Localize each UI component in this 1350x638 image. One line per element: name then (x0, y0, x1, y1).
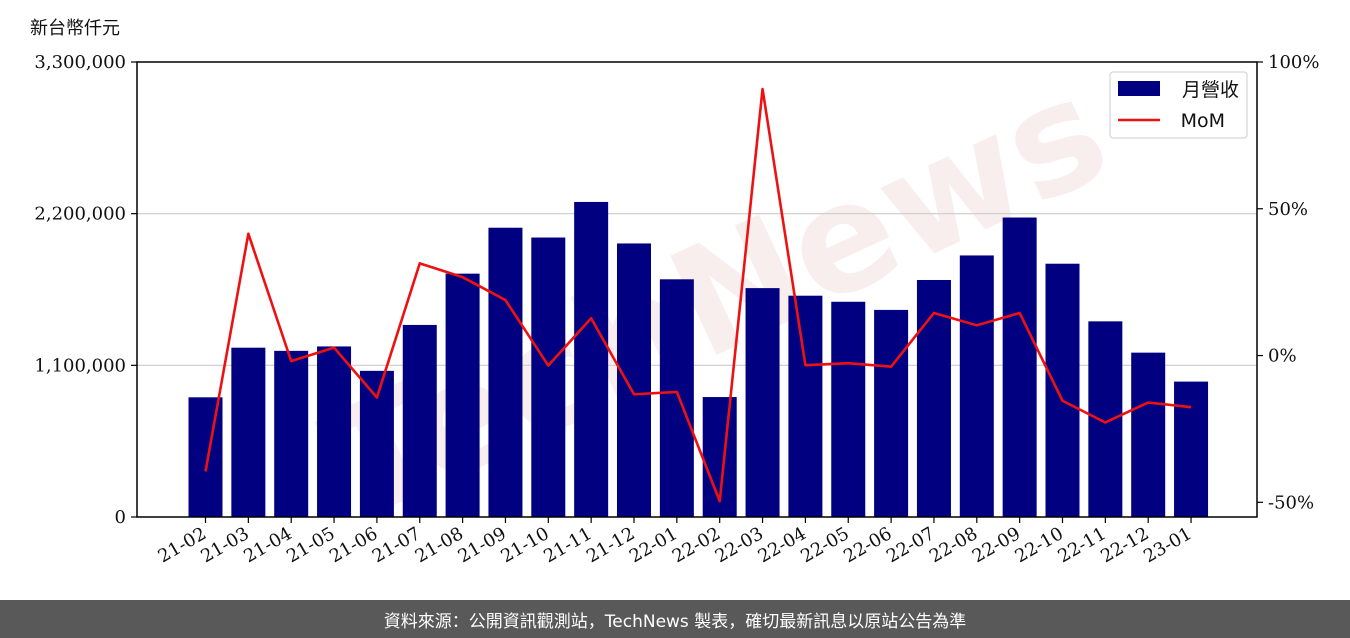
right-tick-label: -50% (1268, 492, 1314, 513)
bar-21-10 (531, 237, 566, 517)
bar-22-09 (1002, 217, 1037, 517)
plot-frame (136, 61, 1258, 518)
bar-22-10 (1045, 263, 1080, 517)
revenue-chart: TechNews 01,100,0002,200,0003,300,000-50… (34, 43, 1319, 567)
bar-22-11 (1088, 321, 1123, 517)
x-tick-label: 22-04 (754, 523, 809, 567)
bar-22-04 (788, 295, 823, 517)
legend-label-revenue: 月營收 (1182, 79, 1239, 101)
x-tick-label: 21-05 (283, 523, 338, 567)
x-tick-label: 22-01 (626, 523, 681, 567)
bar-series (188, 201, 1209, 518)
x-tick-label: 23-01 (1140, 523, 1195, 567)
left-tick-label: 1,100,000 (34, 355, 126, 376)
bar-21-05 (317, 346, 352, 517)
bar-21-12 (617, 243, 651, 517)
bar-22-07 (916, 279, 951, 517)
x-tick-label: 22-08 (926, 523, 981, 567)
right-tick-label: 0% (1268, 346, 1297, 367)
bar-21-03 (231, 347, 266, 517)
x-tick-label: 22-12 (1097, 523, 1152, 567)
x-tick-label: 22-11 (1054, 523, 1109, 567)
footer-text: 資料來源：公開資訊觀測站，TechNews 製表，確切最新訊息以原站公告為準 (383, 611, 967, 632)
x-tick-label: 22-03 (712, 523, 767, 567)
right-tick-label: 100% (1268, 52, 1319, 73)
legend-label-mom: MoM (1181, 110, 1225, 132)
bar-22-12 (1131, 352, 1166, 517)
mom-line (204, 87, 1192, 503)
x-tick-label: 21-03 (197, 523, 252, 567)
bar-22-05 (831, 301, 866, 517)
bar-22-06 (874, 309, 909, 517)
bar-21-06 (359, 370, 394, 517)
bar-21-04 (274, 350, 309, 517)
bar-22-03 (745, 288, 780, 517)
bar-21-11 (574, 201, 609, 518)
bar-21-07 (402, 324, 437, 517)
bar-21-08 (445, 273, 480, 517)
left-tick-label: 2,200,000 (34, 204, 126, 225)
source-footer: 資料來源：公開資訊觀測站，TechNews 製表，確切最新訊息以原站公告為準 (0, 600, 1350, 638)
bar-23-01 (1174, 381, 1209, 517)
bar-21-02 (188, 397, 223, 517)
x-tick-label: 21-06 (326, 523, 381, 567)
left-tick-label: 0 (115, 507, 126, 528)
legend-bar-swatch (1118, 81, 1160, 96)
bar-22-01 (659, 279, 694, 517)
x-tick-label: 22-07 (883, 523, 938, 567)
x-tick-label: 22-06 (840, 523, 895, 567)
x-tick-label: 22-10 (1012, 523, 1067, 567)
x-tick-label: 21-12 (583, 523, 638, 567)
x-tick-label: 22-02 (669, 523, 724, 567)
x-tick-label: 21-11 (540, 523, 595, 567)
x-tick-label: 21-09 (455, 523, 510, 567)
right-tick-label: 50% (1268, 199, 1308, 220)
left-tick-label: 3,300,000 (34, 52, 126, 73)
bar-22-08 (959, 255, 994, 517)
x-tick-label: 21-04 (240, 523, 295, 567)
x-tick-label: 22-09 (969, 523, 1024, 567)
y-axis-unit-label: 新台幣仟元 (30, 18, 120, 39)
legend: 月營收 MoM (1109, 71, 1248, 139)
bar-21-09 (488, 227, 523, 518)
x-tick-label: 22-05 (797, 523, 852, 567)
x-tick-label: 21-02 (155, 523, 210, 567)
mom-line-series (204, 87, 1192, 503)
x-tick-label: 21-10 (497, 523, 552, 567)
